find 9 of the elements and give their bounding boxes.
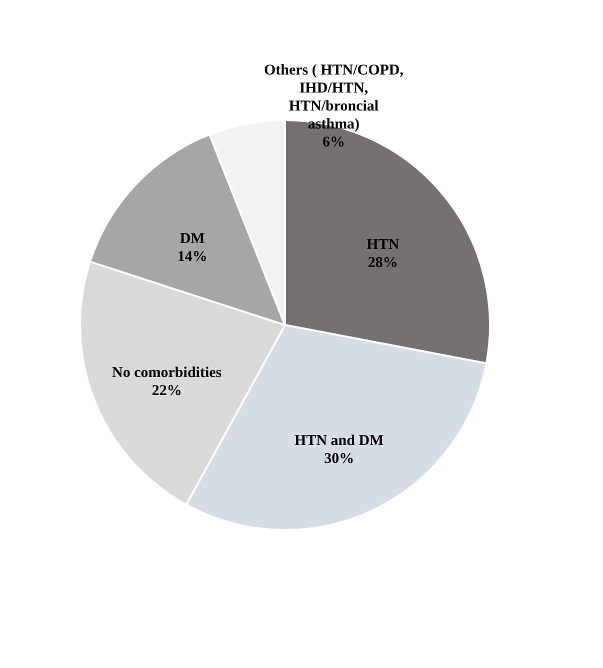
slice-label: DM (180, 230, 205, 247)
data-label: 30% (324, 451, 354, 468)
data-label: 28% (368, 254, 398, 271)
data-label: 6% (322, 134, 345, 151)
data-label: 14% (177, 248, 208, 265)
slice-label: No comorbidities (112, 364, 222, 381)
data-label: 22% (152, 382, 182, 399)
slice-label: HTN (366, 236, 400, 253)
slice-label: HTN and DM (294, 433, 384, 450)
